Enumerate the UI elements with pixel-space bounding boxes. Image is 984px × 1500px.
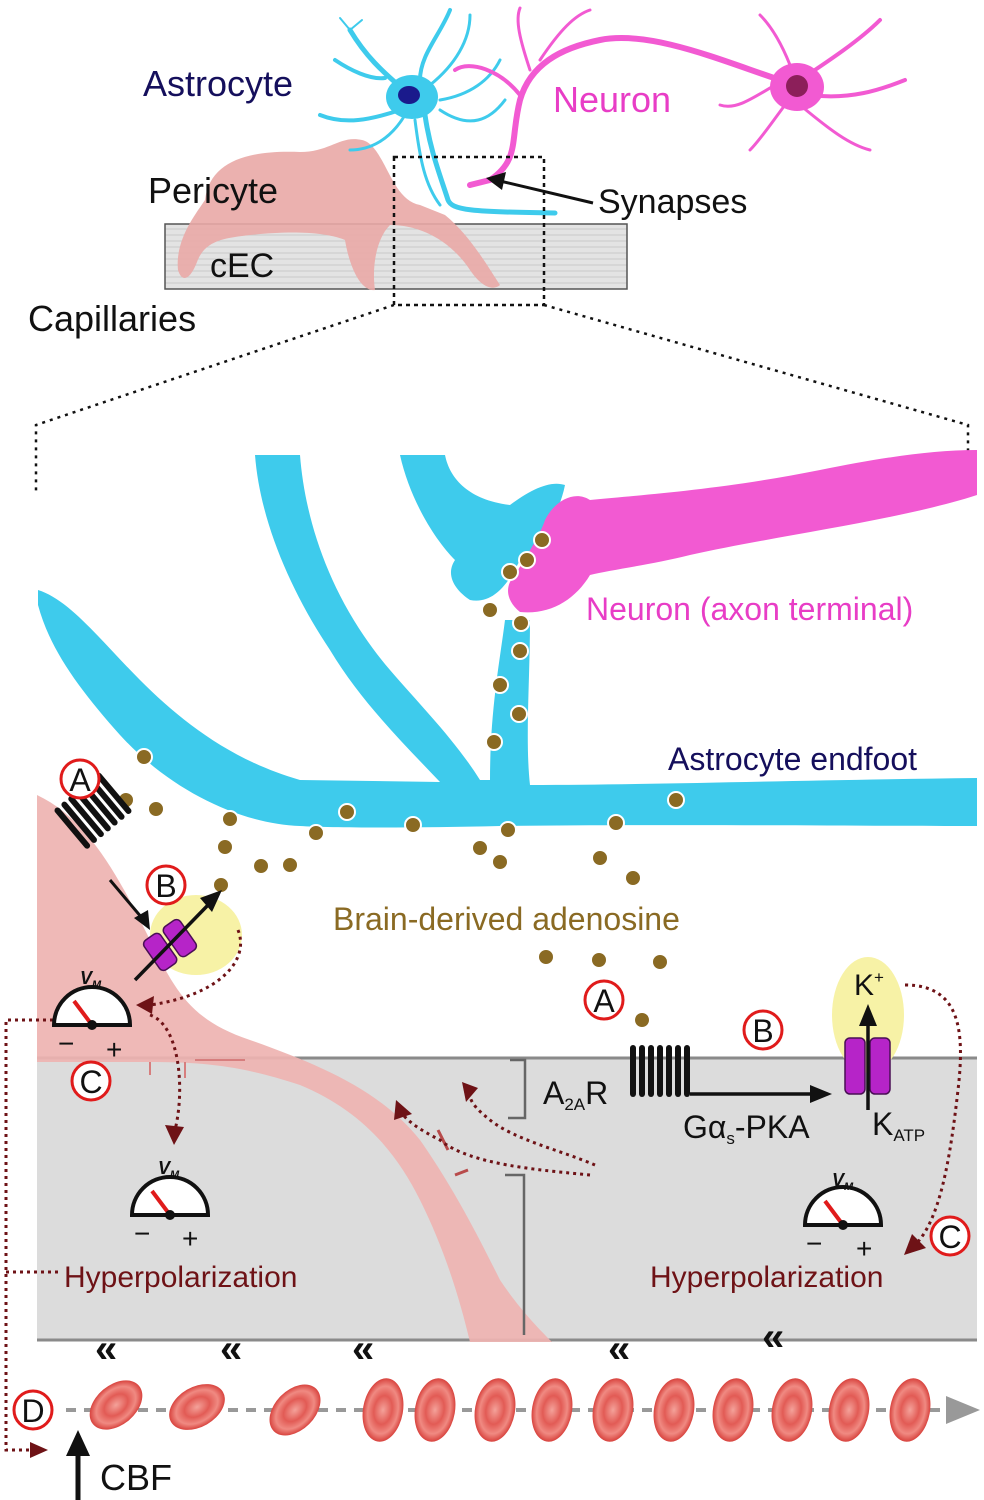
katp-channel-right-a [844,1037,866,1095]
vm-meter-right [802,1185,884,1230]
bracket-top [508,1058,527,1120]
signal-arrow-left [108,879,144,919]
astrocyte-label: Astrocyte [143,63,293,104]
cec-label: cEC [210,247,274,285]
marker-b-left: B [145,864,187,906]
neuron-axon-terminal [508,450,977,613]
svg-text:C: C [938,1219,961,1255]
vm-label-left-bottom: VM [158,1158,180,1181]
a2ar-label: A2AR [543,1075,608,1114]
pericyte-body [37,795,552,1342]
svg-text:D: D [21,1393,44,1429]
blood-flow-arrowhead [946,1396,980,1424]
svg-text:B: B [752,1013,773,1049]
svg-text:«: « [220,1327,242,1371]
marker-c-left: C [70,1060,112,1102]
k-plus-label: K+ [854,968,884,1002]
astrocyte-processes [38,455,977,828]
svg-text:«: « [608,1327,630,1371]
k-efflux-arrow-left [133,901,212,982]
marker-a-right: A [583,979,625,1021]
overview-panel: Astrocyte Neuron Pericyte cEC Capillarie… [28,6,970,495]
hyperpolarization-paths [4,929,962,1452]
gas-pka-arrowhead [810,1085,832,1103]
a2a-receptor-left [54,772,132,849]
svg-text:«: « [762,1315,784,1359]
svg-text:«: « [95,1327,117,1371]
vm-meter-left-top [51,985,133,1030]
vm-label-left-top: VM [80,968,102,991]
detail-panel: VM − + VM − + VM − + « « « « « [4,450,980,1500]
hyperpolarization-right-label: Hyperpolarization [650,1261,883,1294]
capillaries-label: Capillaries [28,298,196,339]
zoom-projection-right [543,303,970,495]
marker-d: D [12,1389,54,1431]
zoom-region-box [392,155,546,307]
svg-text:«: « [352,1327,374,1371]
katp-label: KATP [872,1106,925,1145]
path-arrowheads [30,996,926,1458]
neuron-cell [453,6,907,188]
marker-b-right: B [742,1009,784,1051]
signal-arrowhead-left [134,910,150,930]
neuron-nucleus [786,75,808,97]
svg-text:C: C [79,1064,102,1100]
vm-plus-left-top: + [106,1034,122,1065]
svg-text:B: B [155,868,176,904]
neuron-terminal-label: Neuron (axon terminal) [586,591,913,627]
a2a-receptor-right [630,1045,690,1097]
vm-minus-left-bottom: − [134,1218,150,1249]
svg-text:A: A [593,983,615,1019]
synapses-arrowhead [486,172,506,190]
marker-c-right: C [929,1215,971,1257]
zoom-projection-left [34,303,395,495]
adenosine-molecules [117,531,685,1029]
cbf-label: CBF [100,1457,172,1498]
vm-meter-left-bottom [129,1175,211,1220]
synapses-arrow [499,179,594,205]
k-efflux-arrowhead-right [859,1004,877,1026]
synapses-label: Synapses [598,183,747,221]
astrocyte-endfoot-label: Astrocyte endfoot [668,741,917,777]
vm-plus-left-bottom: + [182,1223,198,1254]
svg-text:A: A [69,762,91,798]
vm-plus-right: + [856,1233,872,1264]
pericyte-outline [149,1059,245,1078]
adenosine-label: Brain-derived adenosine [333,901,680,937]
marker-a-left: A [59,758,101,800]
bracket-bottom [505,1173,526,1335]
gas-pka-label: Gαs-PKA [683,1109,810,1148]
flow-chevrons: « « « « « [95,1315,784,1371]
pericyte-label: Pericyte [148,170,278,211]
astrocyte-nucleus [398,86,420,104]
k-efflux-arrowhead-left [200,890,222,912]
red-blood-cells [89,1378,931,1442]
neuron-label: Neuron [553,79,671,120]
pericyte-gap-junction [436,1129,469,1177]
vm-label-right: VM [832,1170,854,1193]
katp-channel-left [142,918,198,972]
cbf-increase-arrowhead [66,1430,90,1456]
katp-channel-right-b [869,1037,891,1095]
vm-minus-right: − [806,1228,822,1259]
vm-minus-left-top: − [58,1028,74,1059]
pericyte-cell [177,139,500,291]
hyperpolarization-left-label: Hyperpolarization [64,1261,297,1294]
